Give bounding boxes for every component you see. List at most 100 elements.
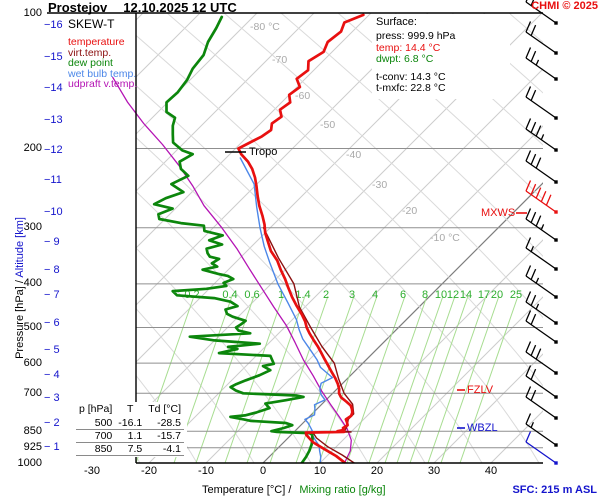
dry-adiabat-line [136,85,483,463]
temperature-tick-label: 20 [370,465,384,477]
wind-barb-half-feather [535,303,540,310]
wind-barb [525,237,558,271]
wind-barb-feather [525,208,532,220]
temperature-tick-label: 30 [427,465,441,477]
mixing-ratio-line [396,295,456,463]
wind-barb [525,386,558,420]
wind-barb-station-dot [554,116,558,120]
wind-barb-station-dot [554,321,558,325]
mixing-ratio-label: 2 [323,289,329,301]
mixing-ratio-label: 1.4 [295,289,310,301]
altitude-tick-label: − 1 [44,440,60,453]
wind-barb-feather [535,157,542,169]
levels-table-cell: -15.7 [145,429,185,443]
isotherm-line [205,125,543,463]
isotherm-tick-label: -60 [295,90,310,102]
wind-barb-station-dot [554,51,558,55]
mixing-ratio-label: 17 [478,289,490,301]
levels-table-cell: 500 [76,417,116,430]
wind-barb-station-dot [554,443,558,447]
dry-adiabat-line [280,13,543,258]
wind-barb-feather [530,389,537,401]
surface-info-title: Surface: [376,16,417,28]
altitude-tick-label: − 4 [44,368,60,381]
wind-barb-feather [540,190,547,202]
legend: SKEW-T temperature virt.temp. dew point wet… [68,17,137,90]
wind-barb-feather [530,89,537,101]
wind-barb-feather [530,313,537,325]
dry-adiabat-line [136,34,540,463]
wet-bulb-zero-label: WBZL [467,422,498,434]
x-axis-title: Temperature [°C] / Mixing ratio [g/kg] [202,484,386,496]
dry-adiabat-line [223,13,543,319]
mixing-ratio-line [368,295,428,463]
wind-barb-feather [525,0,528,3]
wind-barb [525,413,558,447]
freezing-level-label: FZLV [467,384,494,396]
temperature-tick-label: -30 [84,465,100,477]
isotherm-tick-label: -10 °C [430,232,460,244]
mixing-ratio-label: 8 [422,289,428,301]
surface-readings: press: 999.9 hPa temp: 14.4 °C dwpt: 6.8 °… [376,30,510,66]
wind-barb-feather [525,47,532,59]
mixing-ratio-line [409,295,469,463]
x-axis-title-mixing-ratio: Mixing ratio [g/kg] [299,484,386,496]
wind-barb-feather [535,348,542,360]
wind-barb-feather [530,294,537,306]
wind-barb-feather [525,180,532,192]
surface-reading: t-mxfc: 22.8 °C [376,82,446,94]
wind-barb-feather [545,194,552,206]
dry-adiabat-line [166,13,543,387]
mixing-ratio-label: 10 [435,289,447,301]
temperature-tick-label: 10 [313,465,327,477]
wind-barb-feather [530,368,537,380]
altitude-tick-label: −10 [44,205,63,218]
levels-table-cell: 700 [76,429,116,443]
levels-table-cell: -4.1 [145,442,185,456]
mixing-ratio-label: 12 [447,289,459,301]
wind-barb [525,0,558,25]
pressure-tick-label: 700 [23,386,42,399]
altitude-tick-label: −16 [44,18,63,31]
wind-barb [525,150,558,184]
wind-barb [525,118,558,152]
mixing-ratio-line [440,295,500,463]
altitude-tick-label: −13 [44,113,63,126]
wind-barb-feather [525,341,532,353]
levels-table: p [hPa] T Td [°C] 500 -16.1 -28.5 700 1.1 -15.7… [73,402,188,457]
legend-items: temperature virt.temp. dew point wet bulb t… [68,37,137,90]
mixing-ratio-line [384,295,444,463]
wind-barb-station-dot [554,238,558,242]
levels-table-cell: 850 [76,442,116,456]
pressure-tick-label: 600 [23,356,42,369]
levels-table-row: 500 -16.1 -28.5 [76,417,185,430]
curve-udpraft-v-temp- [112,76,352,464]
legend-item: temperature [68,36,125,48]
wind-barb-station-dot [554,267,558,271]
wind-barb-half-feather [540,134,545,140]
levels-table-cell: 1.1 [115,429,146,443]
wind-barb-station-dot [554,148,558,152]
unclipped-curve-layer [112,76,352,464]
wind-barb-feather [525,86,532,98]
levels-table-header-cell: T [127,403,134,415]
wind-barb-feather [525,265,532,277]
wind-barb [525,291,558,325]
wind-barb-feather [525,431,532,443]
isotherm-tick-label: -70 [272,54,287,66]
mixing-ratio-label: 25 [510,289,522,301]
altitude-tick-label: − 2 [44,416,60,429]
wind-barb-feather [525,291,532,303]
copyright-label: CHMI © 2025 [531,0,598,12]
temperature-tick-label: 0 [259,465,267,477]
surface-reading: t-conv: 14.3 °C [376,70,446,83]
dry-adiabat-line [136,307,255,463]
wind-barb [525,341,558,375]
isotherm-line [433,353,543,463]
curve-dew-point [152,15,314,463]
wind-barb [525,208,558,242]
legend-item: virt.temp. [68,46,112,59]
isotherm-tick-label: -50 [320,119,335,131]
isotherm-tick-label: -40 [346,149,361,161]
